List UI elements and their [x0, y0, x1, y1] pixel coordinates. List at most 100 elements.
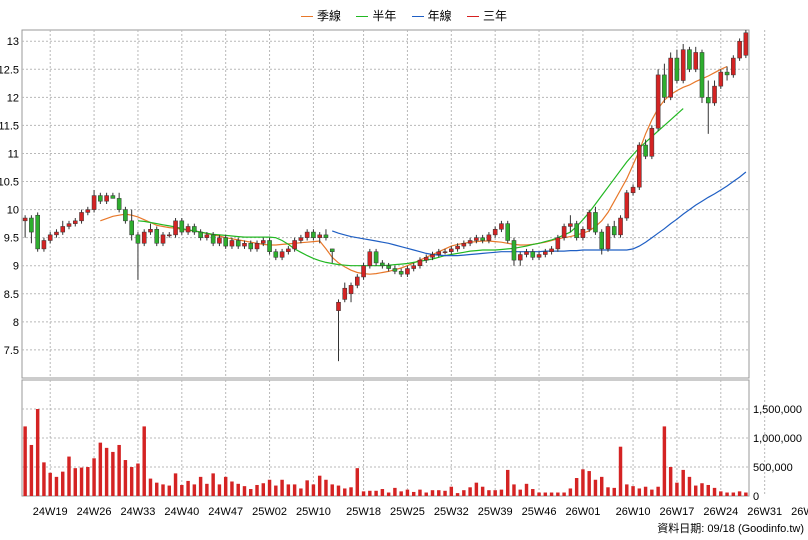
volume-bar [292, 484, 297, 496]
volume-bar [280, 479, 284, 496]
x-tick-label: 26W31 [747, 506, 782, 518]
candle-body [342, 287, 348, 300]
candle-body [499, 223, 504, 230]
volume-bar [437, 490, 441, 496]
price-tick-label: 11 [8, 148, 19, 160]
candle-body [455, 245, 460, 250]
candle-body [536, 254, 542, 258]
volume-bar [336, 485, 341, 496]
volume-bar [393, 487, 397, 496]
volume-bar [694, 485, 698, 496]
candle-body [467, 240, 473, 244]
candle-body [110, 195, 116, 199]
volume-bar [368, 490, 372, 496]
price-tick-label: 10 [7, 205, 19, 217]
candle-body [731, 57, 736, 76]
volume-bar [73, 468, 77, 496]
candle-body [430, 254, 435, 258]
x-tick-label: 25W10 [296, 506, 331, 518]
candle-body [449, 248, 454, 252]
candle-body [668, 57, 673, 98]
x-tick-label: 24W26 [77, 506, 112, 518]
candle-body [336, 301, 341, 311]
candle-body [116, 198, 122, 210]
volume-bar [675, 482, 679, 496]
candle-body [398, 271, 404, 275]
candle-body [141, 231, 147, 244]
candle-body [643, 144, 648, 157]
volume-bar [374, 490, 378, 496]
candle-body [185, 226, 191, 233]
volume-bar [505, 469, 510, 496]
volume-bar [142, 426, 146, 496]
volume-bar [79, 467, 84, 496]
candle-body [680, 49, 686, 81]
volume-bar [123, 460, 128, 496]
volume-bar [512, 484, 516, 496]
volume-bar [380, 489, 385, 496]
candle-body [135, 234, 141, 244]
candle-body [624, 192, 630, 219]
legend-label-quarter: 季線 [316, 9, 341, 23]
candle-body [718, 71, 724, 87]
volume-bar [286, 484, 291, 496]
volume-bar [737, 491, 742, 496]
x-tick-label: 24W19 [33, 506, 68, 518]
candle-body [655, 74, 661, 129]
candle-body [423, 257, 429, 261]
candle-body [279, 251, 285, 258]
candle-body [248, 243, 254, 250]
candle-body [574, 223, 579, 238]
candle-body [355, 276, 360, 286]
candle-body [492, 229, 498, 236]
candle-body [267, 240, 272, 252]
volume-bar [643, 486, 648, 496]
volume-bar [531, 489, 535, 496]
volume-bar [681, 469, 685, 496]
volume-bar [405, 489, 410, 496]
candle-body [198, 231, 203, 238]
volume-bar [449, 486, 454, 496]
x-tick-label: 26W10 [616, 506, 651, 518]
volume-bar [111, 451, 115, 496]
candle-body [317, 234, 322, 238]
volume-bar [543, 492, 548, 496]
volume-bar [537, 492, 541, 496]
candle-body [580, 229, 586, 238]
candle-body [217, 237, 222, 244]
candle-body [687, 49, 692, 70]
volume-bar [192, 484, 197, 496]
candle-body [173, 220, 178, 236]
volume-bar [211, 473, 215, 496]
volume-bar [731, 492, 736, 496]
volume-bar [468, 487, 472, 496]
candle-body [586, 212, 592, 230]
price-tick-label: 8 [13, 317, 19, 329]
legend-item-year: 年線 [411, 7, 452, 24]
price-tick-label: 8.5 [4, 289, 19, 301]
candle-body [517, 254, 523, 261]
volume-bar [129, 467, 134, 496]
volume-bar [418, 489, 422, 496]
volume-bar [474, 482, 479, 496]
legend-swatch-three-year [467, 16, 480, 18]
volume-bar [581, 469, 585, 496]
candle-body [693, 52, 699, 70]
x-tick-label: 26W38 [791, 506, 808, 518]
candle-body [235, 240, 241, 247]
candle-body [724, 71, 730, 76]
candle-body [561, 226, 567, 238]
candle-body [605, 226, 611, 250]
candle-body [72, 220, 78, 224]
x-tick-label: 24W33 [121, 506, 156, 518]
candle-body [367, 251, 373, 266]
volume-bar [186, 480, 190, 496]
candle-body [98, 195, 103, 202]
legend-item-quarter: 季線 [300, 7, 341, 24]
candle-body [392, 268, 398, 272]
volume-bar [54, 476, 59, 496]
volume-bar [662, 426, 667, 496]
candle-body [599, 231, 605, 250]
candle-body [242, 243, 247, 247]
volume-bar [117, 444, 121, 496]
